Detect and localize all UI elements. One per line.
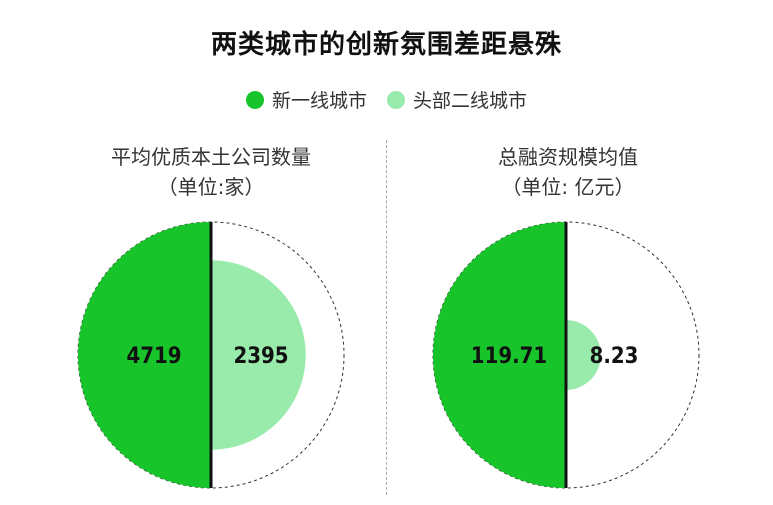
panel-right-title: 总融资规模均值	[498, 145, 638, 169]
value-label-left-second-tier: 2395	[233, 344, 288, 369]
panel-divider	[386, 140, 387, 495]
legend-swatch-top-second-tier	[387, 90, 405, 109]
half-circle-left-new-first-tier	[78, 222, 211, 488]
panel-right-subtitle: （单位: 亿元）	[501, 175, 635, 199]
chart-title: 两类城市的创新氛围差距悬殊	[210, 30, 562, 60]
half-circle-left-second-tier	[211, 260, 306, 450]
panel-left-subtitle: （单位:家）	[157, 175, 265, 199]
value-label-right-new-first-tier: 119.71	[471, 344, 547, 369]
value-label-right-second-tier: 8.23	[590, 344, 639, 369]
legend-label-new-first-tier: 新一线城市	[271, 90, 367, 112]
legend-item-top-second-tier: 头部二线城市	[387, 86, 527, 113]
half-circle-right-second-tier	[566, 320, 601, 390]
legend: 新一线城市 头部二线城市	[0, 86, 773, 113]
panel-right-heading: 总融资规模均值 （单位: 亿元）	[398, 142, 738, 202]
value-label-left-new-first-tier: 4719	[126, 344, 181, 369]
legend-label-top-second-tier: 头部二线城市	[413, 90, 528, 112]
legend-swatch-new-first-tier	[245, 90, 264, 109]
legend-item-new-first-tier: 新一线城市	[245, 86, 367, 113]
half-circle-right-new-first-tier	[433, 222, 566, 488]
panel-left-heading: 平均优质本土公司数量 （单位:家）	[41, 142, 381, 202]
panel-left-title: 平均优质本土公司数量	[111, 145, 311, 169]
